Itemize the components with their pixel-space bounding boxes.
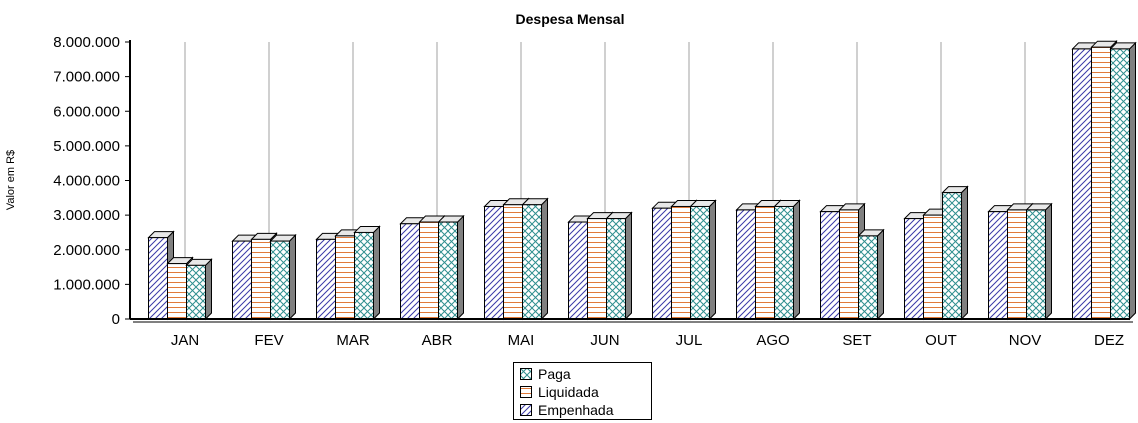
bar-paga-ago bbox=[773, 199, 801, 321]
x-tick-label: JUN bbox=[590, 332, 619, 349]
x-tick-label: JUL bbox=[676, 332, 703, 349]
x-tick-label: JAN bbox=[171, 332, 199, 349]
legend-label-paga: Paga bbox=[538, 366, 571, 382]
bar-paga-nov bbox=[1025, 202, 1053, 321]
x-tick-labels: JAN FEV MAR ABR MAI JUN JUL AGO SET OUT NOV DEZ bbox=[171, 332, 1124, 349]
y-tick-label: 1.000.000 bbox=[53, 276, 120, 293]
y-axis-label: Valor em R$ bbox=[5, 150, 17, 210]
bar-paga-jul bbox=[689, 199, 717, 321]
bar-paga-set bbox=[857, 228, 885, 321]
x-tick-label: ABR bbox=[422, 332, 453, 349]
x-tick-label: SET bbox=[842, 332, 871, 349]
y-tick-label: 2.000.000 bbox=[53, 242, 120, 259]
bars-group bbox=[147, 39, 1137, 321]
x-tick-label: AGO bbox=[756, 332, 789, 349]
legend-swatch-liquidada bbox=[520, 386, 532, 398]
bar-paga-mar bbox=[353, 225, 381, 321]
legend-item-liquidada: Liquidada bbox=[520, 383, 645, 401]
bar-paga-mai bbox=[521, 197, 549, 321]
bar-paga-fev bbox=[269, 233, 297, 321]
y-tick-labels: 0 1.000.000 2.000.000 3.000.000 4.000.000 5.0… bbox=[53, 34, 120, 328]
legend-swatch-empenhada bbox=[520, 404, 532, 416]
x-tick-label: MAI bbox=[508, 332, 535, 349]
y-tick-label: 3.000.000 bbox=[53, 207, 120, 224]
y-tick-label: 0 bbox=[112, 311, 120, 328]
y-tick-label: 8.000.000 bbox=[53, 34, 120, 51]
y-tick-label: 4.000.000 bbox=[53, 173, 120, 190]
chart-title: Despesa Mensal bbox=[516, 11, 625, 27]
legend-label-empenhada: Empenhada bbox=[538, 402, 614, 418]
x-tick-label: FEV bbox=[254, 332, 283, 349]
y-tick-label: 7.000.000 bbox=[53, 69, 120, 86]
axes-group bbox=[125, 40, 1133, 323]
x-tick-label: DEZ bbox=[1094, 332, 1124, 349]
bar-paga-out bbox=[941, 185, 969, 321]
bar-paga-abr bbox=[437, 214, 465, 321]
y-tick-label: 5.000.000 bbox=[53, 138, 120, 155]
x-tick-label: NOV bbox=[1009, 332, 1042, 349]
x-tick-label: OUT bbox=[925, 332, 957, 349]
legend-item-empenhada: Empenhada bbox=[520, 401, 645, 419]
legend-item-paga: Paga bbox=[520, 365, 645, 383]
legend-swatch-paga bbox=[520, 368, 532, 380]
bar-paga-dez bbox=[1109, 41, 1137, 321]
y-tick-label: 6.000.000 bbox=[53, 103, 120, 120]
x-tick-label: MAR bbox=[336, 332, 370, 349]
bar-paga-jun bbox=[605, 211, 633, 321]
legend-label-liquidada: Liquidada bbox=[538, 384, 599, 400]
legend: Paga Liquidada Empenhada bbox=[513, 362, 652, 420]
bar-paga-jan bbox=[185, 258, 213, 321]
